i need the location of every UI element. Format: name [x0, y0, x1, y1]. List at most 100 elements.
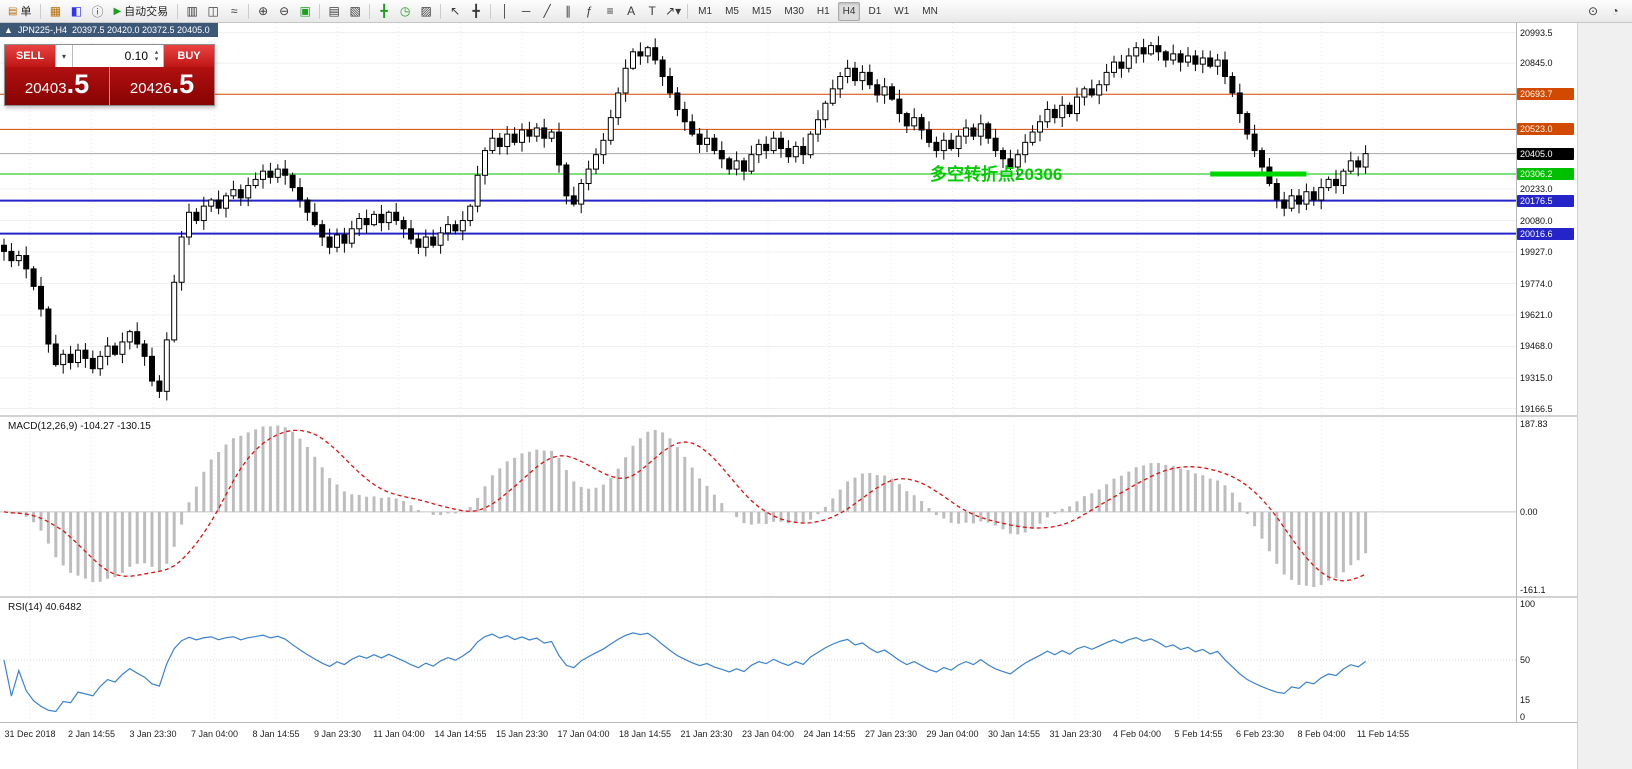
toolbar-separator [40, 3, 42, 19]
rsi-pane[interactable] [0, 598, 1516, 722]
time-axis-label: 27 Jan 23:30 [864, 729, 918, 739]
time-axis-label: 24 Jan 14:55 [803, 729, 856, 739]
one-click-trading-panel: SELL ▾ ▴ ▾ BUY 20403.5 20426.5 [4, 44, 215, 106]
time-axis-label: 3 Jan 23:30 [129, 729, 177, 739]
toolbar-separator [319, 3, 321, 19]
toolbar-separator [248, 3, 250, 19]
toolbar-separator [177, 3, 179, 19]
sell-price[interactable]: 20403.5 [5, 67, 109, 105]
buy-price-main: 20426 [129, 80, 172, 97]
sell-button[interactable]: SELL [5, 45, 55, 67]
crosshair-icon[interactable]: ╋ [472, 4, 480, 18]
new-order-button[interactable]: ▤ 单 [3, 2, 36, 21]
text-label-icon[interactable]: T [648, 4, 656, 18]
macd-signal-line [3, 429, 1366, 582]
buy-price-frac: .5 [171, 69, 195, 99]
trade-panel-controls: SELL ▾ ▴ ▾ BUY [5, 45, 214, 67]
volume-stepper[interactable]: ▴ ▾ [150, 45, 163, 67]
volume-input[interactable] [73, 45, 150, 67]
vertical-line-icon[interactable]: │ [501, 4, 509, 18]
chart-area[interactable]: 31 Dec 2018 2 Jan 14:55 3 Jan 23:30 7 Jan 0… [0, 23, 1577, 769]
timeframe-h1[interactable]: H1 [816, 5, 830, 17]
timeframe-m30[interactable]: M30 [784, 5, 804, 17]
rsi-line [3, 632, 1366, 713]
add-indicator-icon[interactable]: ╋ [380, 4, 388, 18]
timeframe-m5[interactable]: M5 [725, 5, 739, 17]
axis-scale-label: 0.00 [1520, 506, 1538, 517]
channel-icon[interactable]: ∥ [565, 4, 572, 18]
timeframe-mn[interactable]: MN [922, 5, 938, 17]
time-axis-label: 30 Jan 14:55 [987, 729, 1041, 739]
candles [1, 36, 1369, 401]
price-pane[interactable] [0, 23, 1516, 415]
axis-scale-label: 19468.0 [1520, 341, 1553, 352]
buy-price[interactable]: 20426.5 [109, 67, 214, 105]
zoom-in-icon[interactable]: ⊕ [258, 4, 269, 18]
axis-scale-label: 20233.0 [1520, 184, 1553, 195]
templates-icon[interactable]: ▨ [420, 4, 432, 18]
autotrading-play-icon: ▶ [113, 5, 122, 17]
search-icon[interactable]: ⊙ [1587, 4, 1599, 18]
trendline-icon[interactable]: ╱ [543, 4, 551, 18]
fibonacci-icon[interactable]: ƒ [585, 4, 593, 18]
price-level-badge: 20405.0 [1517, 147, 1574, 160]
horizontal-line-icon[interactable]: ─ [521, 4, 531, 18]
time-axis-label: 23 Jan 04:00 [741, 729, 795, 739]
tile-windows-icon[interactable]: ▣ [299, 4, 311, 18]
axis-scale-label: 20080.0 [1520, 215, 1553, 226]
grid-icon[interactable]: ≡ [606, 4, 614, 18]
axis-scale-label: 19774.0 [1520, 278, 1553, 289]
time-axis-label: 21 Jan 23:30 [680, 729, 733, 739]
autotrading-button[interactable]: ▶ 自动交易 [108, 2, 173, 21]
price-level-badge: 20523.0 [1517, 123, 1574, 136]
cascade-windows-icon[interactable]: ▧ [349, 4, 361, 18]
shapes-icon[interactable]: ↗▾ [665, 4, 682, 18]
toolbar-separator [490, 3, 492, 19]
timeframe-w1[interactable]: W1 [894, 5, 910, 17]
quotes-clock-icon[interactable]: ◔ [1611, 4, 1619, 18]
price-level-badge: 20176.5 [1517, 194, 1574, 207]
chart-text-annotation[interactable]: 多空转折点20306 [930, 165, 1063, 184]
chart-symbol-timeframe: JPN225-,H4 [17, 25, 67, 35]
rsi-indicator-label: RSI(14) 40.6482 [8, 602, 82, 613]
period-clock-icon[interactable]: ◷ [399, 4, 411, 18]
macd-pane[interactable] [0, 417, 1516, 596]
timeframe-d1[interactable]: D1 [868, 5, 882, 17]
spin-up-icon: ▴ [154, 49, 159, 56]
axis-scale-label: 19927.0 [1520, 247, 1553, 258]
chart-title-bar[interactable]: ▲ JPN225-,H4 20397.5 20420.0 20372.5 204… [0, 23, 218, 37]
toolbar-groups: ▤ 单 ▦ ◧ ⓘ ▶ 自动交易 ▥ ◫ ≈ ⊕ ⊖ ▣ ▤ ▧ ╋ ◷ ▨ ↖ ╋ │ ─ ╱ ∥ ƒ ≡ A T ↗▾ M1 M5 M15… [3, 1, 1583, 21]
time-axis[interactable]: 31 Dec 2018 2 Jan 14:55 3 Jan 23:30 7 Jan 0… [0, 722, 1577, 769]
timeframe-m15[interactable]: M15 [751, 5, 772, 17]
time-axis-label: 4 Feb 04:00 [1112, 729, 1162, 739]
new-order-icon: ▤ [8, 5, 18, 17]
data-window-icon[interactable]: ⓘ [91, 4, 104, 19]
zoom-out-icon[interactable]: ⊖ [279, 4, 290, 18]
timeframe-h4[interactable]: H4 [837, 1, 861, 21]
right-side-strip [1577, 23, 1632, 769]
chart-window-icon[interactable]: ▦ [49, 4, 62, 18]
trade-panel-prices: 20403.5 20426.5 [5, 67, 214, 105]
collapse-icon: ▲ [4, 25, 13, 35]
time-axis-label: 15 Jan 23:30 [495, 729, 549, 739]
time-axis-label: 9 Jan 23:30 [313, 729, 362, 739]
pane-splitter[interactable] [0, 596, 1577, 598]
time-axis-label: 8 Feb 04:00 [1297, 729, 1346, 739]
cursor-icon[interactable]: ↖ [450, 4, 461, 18]
timeframe-m1[interactable]: M1 [698, 5, 713, 17]
arrange-windows-icon[interactable]: ▤ [328, 4, 340, 18]
buy-button[interactable]: BUY [164, 45, 214, 67]
time-axis-label: 8 Jan 14:55 [252, 729, 300, 739]
pane-splitter[interactable] [0, 415, 1577, 417]
text-icon[interactable]: A [627, 4, 636, 18]
price-level-badge: 20693.7 [1517, 88, 1574, 101]
volume-dropdown-button[interactable]: ▾ [55, 45, 72, 67]
line-chart-icon[interactable]: ≈ [230, 4, 238, 18]
chart-ohlc-values: 20397.5 20420.0 20372.5 20405.0 [71, 25, 210, 35]
bar-chart-icon[interactable]: ▥ [186, 4, 198, 18]
axis-scale-label: 19621.0 [1520, 309, 1553, 320]
profiles-icon[interactable]: ◧ [70, 4, 83, 18]
axis-scale-label: 0 [1520, 712, 1526, 722]
candlestick-chart-icon[interactable]: ◫ [207, 4, 219, 18]
